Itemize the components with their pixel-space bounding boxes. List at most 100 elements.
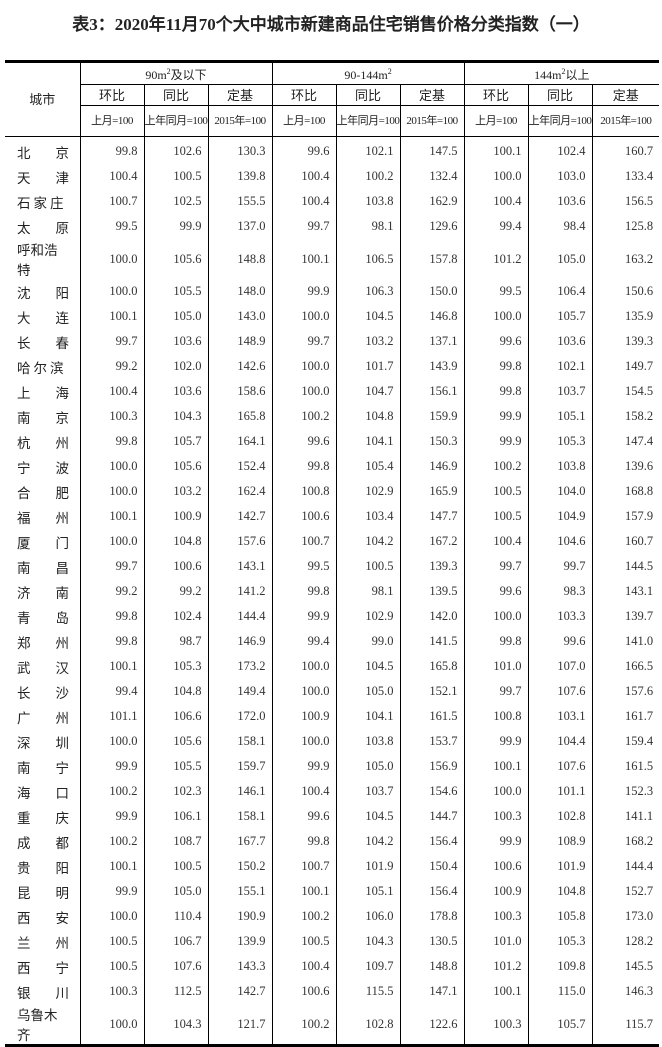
value-cell: 100.0	[79, 479, 145, 504]
city-cell: 南宁	[5, 754, 81, 779]
value-cell: 100.0	[271, 729, 337, 754]
value-cell: 104.8	[335, 404, 401, 429]
city-cell: 大连	[5, 304, 81, 329]
city-name: 银川	[17, 985, 69, 1002]
value-cell: 158.1	[207, 729, 273, 754]
value-cell: 165.9	[399, 479, 465, 504]
table-row: 福州 100.1 100.9 142.7 100.6 103.4 147.7 100.5 104…	[5, 504, 660, 529]
value-cell: 99.9	[271, 279, 337, 304]
value-cell: 148.9	[207, 329, 273, 354]
value-cell: 99.9	[79, 804, 145, 829]
value-cell: 160.7	[591, 529, 660, 554]
value-cell: 103.6	[527, 189, 593, 214]
value-cell: 159.7	[207, 754, 273, 779]
value-cell: 103.7	[527, 379, 593, 404]
city-cell: 海口	[5, 779, 81, 804]
value-cell: 158.2	[591, 404, 660, 429]
value-cell: 104.9	[527, 504, 593, 529]
city-cell: 南昌	[5, 554, 81, 579]
value-cell: 99.8	[271, 829, 337, 854]
value-cell: 104.4	[527, 729, 593, 754]
value-cell: 100.7	[271, 854, 337, 879]
city-name: 长春	[17, 335, 69, 352]
table-row: 哈尔滨 99.2 102.0 142.6 100.0 101.7 143.9 99.8 102.…	[5, 354, 660, 379]
value-cell: 106.6	[143, 704, 209, 729]
value-cell: 105.0	[527, 239, 593, 279]
value-cell: 161.7	[591, 704, 660, 729]
value-cell: 100.1	[463, 979, 529, 1004]
value-cell: 146.8	[399, 304, 465, 329]
value-cell: 146.1	[207, 779, 273, 804]
value-cell: 99.6	[271, 136, 337, 164]
value-cell: 100.0	[271, 654, 337, 679]
table-row: 长沙 99.4 104.8 149.4 100.0 105.0 152.1 99.7 107.6…	[5, 679, 660, 704]
value-cell: 143.9	[399, 354, 465, 379]
value-cell: 106.1	[143, 804, 209, 829]
value-cell: 101.2	[463, 954, 529, 979]
value-cell: 99.7	[527, 554, 593, 579]
value-cell: 103.7	[335, 779, 401, 804]
city-cell: 昆明	[5, 879, 81, 904]
value-cell: 100.0	[271, 679, 337, 704]
value-cell: 158.1	[207, 804, 273, 829]
value-cell: 98.1	[335, 214, 401, 239]
city-name: 哈尔滨	[17, 360, 67, 377]
value-cell: 103.3	[527, 604, 593, 629]
value-cell: 156.1	[399, 379, 465, 404]
value-cell: 99.5	[79, 214, 145, 239]
value-cell: 144.4	[207, 604, 273, 629]
value-cell: 99.7	[463, 679, 529, 704]
value-cell: 172.0	[207, 704, 273, 729]
value-cell: 103.6	[143, 329, 209, 354]
value-cell: 130.3	[207, 136, 273, 164]
city-cell: 杭州	[5, 429, 81, 454]
city-cell: 天津	[5, 164, 81, 189]
value-cell: 157.6	[591, 679, 660, 704]
base-header: 2015年=100	[207, 105, 273, 137]
value-cell: 109.8	[527, 954, 593, 979]
value-cell: 99.8	[463, 629, 529, 654]
value-cell: 100.1	[79, 654, 145, 679]
value-cell: 100.6	[143, 554, 209, 579]
value-cell: 173.0	[591, 904, 660, 929]
city-name: 郑州	[17, 635, 69, 652]
city-cell: 成都	[5, 829, 81, 854]
sub-header: 同比	[527, 84, 593, 106]
value-cell: 104.8	[143, 529, 209, 554]
value-cell: 144.5	[591, 554, 660, 579]
value-cell: 99.8	[79, 629, 145, 654]
value-cell: 100.0	[463, 304, 529, 329]
table-row: 重庆 99.9 106.1 158.1 99.6 104.5 144.7 100.3 102.8…	[5, 804, 660, 829]
value-cell: 155.1	[207, 879, 273, 904]
value-cell: 108.9	[527, 829, 593, 854]
value-cell: 102.4	[143, 604, 209, 629]
city-name: 北京	[17, 145, 69, 162]
value-cell: 103.8	[335, 189, 401, 214]
city-name: 杭州	[17, 435, 69, 452]
value-cell: 125.8	[591, 214, 660, 239]
value-cell: 122.6	[399, 1004, 465, 1046]
value-cell: 168.2	[591, 829, 660, 854]
superscript: 2	[561, 67, 566, 76]
value-cell: 112.5	[143, 979, 209, 1004]
city-name: 广州	[17, 710, 69, 727]
value-cell: 105.3	[527, 429, 593, 454]
value-cell: 100.0	[79, 454, 145, 479]
value-cell: 100.5	[271, 929, 337, 954]
value-cell: 148.8	[399, 954, 465, 979]
value-cell: 102.8	[527, 804, 593, 829]
value-cell: 100.0	[79, 729, 145, 754]
value-cell: 146.9	[207, 629, 273, 654]
value-cell: 146.3	[591, 979, 660, 1004]
value-cell: 147.1	[399, 979, 465, 1004]
value-cell: 103.2	[143, 479, 209, 504]
value-cell: 144.4	[591, 854, 660, 879]
value-cell: 104.0	[527, 479, 593, 504]
table-row: 贵阳 100.1 100.5 150.2 100.7 101.9 150.4 100.6 101…	[5, 854, 660, 879]
value-cell: 150.4	[399, 854, 465, 879]
table-row: 西安 100.0 110.4 190.9 100.2 106.0 178.8 100.3 105…	[5, 904, 660, 929]
value-cell: 145.5	[591, 954, 660, 979]
group-header-suffix: 以上	[565, 68, 590, 82]
value-cell: 105.0	[335, 754, 401, 779]
value-cell: 99.5	[463, 279, 529, 304]
